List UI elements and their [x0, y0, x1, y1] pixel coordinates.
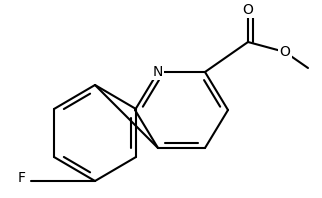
Text: F: F — [18, 171, 26, 185]
Text: N: N — [153, 65, 163, 79]
Text: O: O — [242, 3, 253, 17]
Text: O: O — [279, 45, 290, 59]
